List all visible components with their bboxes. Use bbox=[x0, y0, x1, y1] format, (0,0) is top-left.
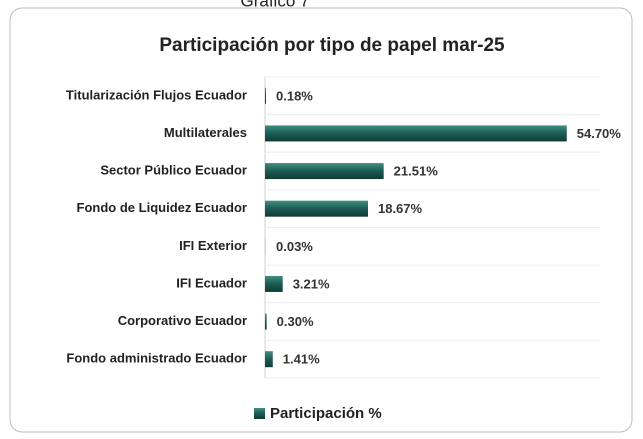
bar bbox=[265, 351, 273, 368]
category-label: Sector Público Ecuador bbox=[100, 163, 247, 178]
bar bbox=[265, 163, 384, 180]
chart-frame bbox=[9, 7, 633, 433]
value-label: 18.67% bbox=[378, 201, 423, 216]
value-label: 54.70% bbox=[577, 126, 622, 141]
category-label: IFI Exterior bbox=[179, 238, 247, 253]
value-label: 1.41% bbox=[283, 352, 320, 367]
value-label: 0.03% bbox=[276, 239, 313, 254]
bar bbox=[265, 275, 283, 292]
bar bbox=[265, 125, 567, 142]
category-label: Multilaterales bbox=[164, 125, 247, 140]
value-label: 0.18% bbox=[276, 88, 313, 103]
bar bbox=[265, 87, 266, 104]
category-label: Corporativo Ecuador bbox=[118, 313, 247, 328]
bar bbox=[265, 200, 368, 217]
caption: Gráfico 7 bbox=[241, 0, 310, 10]
category-label: Fondo administrado Ecuador bbox=[66, 351, 247, 366]
category-label: Fondo de Liquidez Ecuador bbox=[77, 200, 247, 215]
bar bbox=[265, 313, 267, 330]
legend-label: Participación % bbox=[270, 405, 382, 422]
chart-title: Participación por tipo de papel mar-25 bbox=[159, 35, 505, 56]
legend-swatch bbox=[254, 408, 265, 419]
category-label: IFI Ecuador bbox=[176, 275, 247, 290]
value-label: 3.21% bbox=[293, 276, 330, 291]
value-label: 21.51% bbox=[394, 164, 439, 179]
category-label: Titularización Flujos Ecuador bbox=[66, 87, 247, 102]
value-label: 0.30% bbox=[277, 314, 314, 329]
